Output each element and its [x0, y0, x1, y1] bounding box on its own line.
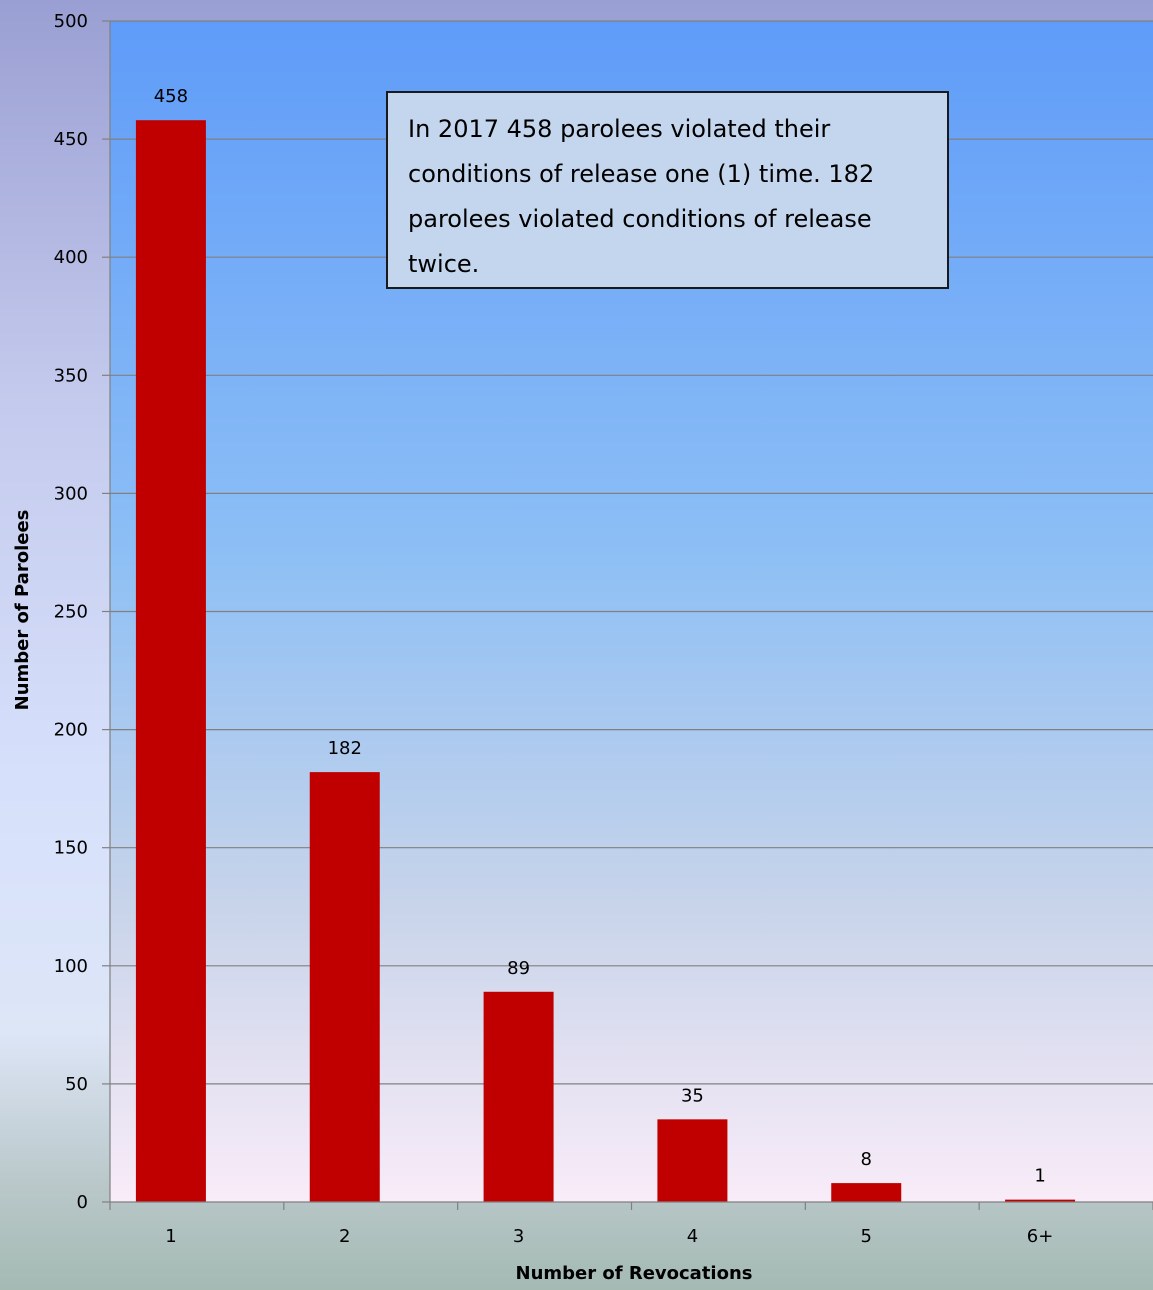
- data-label-2: 182: [328, 738, 362, 759]
- y-tick-label: 150: [54, 838, 88, 859]
- data-label-6+: 1: [1034, 1166, 1045, 1187]
- x-axis-title: Number of Revocations: [516, 1263, 753, 1284]
- annotation-box: In 2017 458 parolees violated their cond…: [386, 91, 949, 289]
- y-tick-label: 400: [54, 247, 88, 268]
- data-label-1: 458: [154, 86, 188, 107]
- bar-6+: [1005, 1199, 1076, 1202]
- y-tick-label: 250: [54, 602, 88, 623]
- data-label-3: 89: [507, 958, 530, 979]
- bar-4: [657, 1119, 728, 1202]
- y-tick-label: 0: [77, 1192, 88, 1213]
- x-tick-label-1: 1: [165, 1226, 176, 1247]
- y-tick-label: 50: [65, 1074, 88, 1095]
- bar-2: [309, 772, 380, 1202]
- bars: 458 182 89 35 8 1: [135, 86, 1076, 1203]
- y-tick-label: 300: [54, 483, 88, 504]
- bar-5: [831, 1183, 902, 1202]
- y-tick-label: 450: [54, 129, 88, 150]
- x-tick-label-5: 5: [861, 1226, 872, 1247]
- bar-1: [135, 120, 206, 1203]
- y-axis-title: Number of Parolees: [12, 510, 33, 711]
- x-tick-label-2: 2: [339, 1226, 350, 1247]
- x-tick-label-6+: 6+: [1027, 1226, 1054, 1247]
- data-label-5: 8: [861, 1149, 872, 1170]
- y-tick-label: 100: [54, 956, 88, 977]
- data-label-4: 35: [681, 1085, 704, 1106]
- x-tick-label-3: 3: [513, 1226, 524, 1247]
- axes: 0 50 100 150 200 250 300 350 400 450 500 1 2 3 4 5 6+: [54, 11, 1153, 1247]
- y-tick-label: 350: [54, 365, 88, 386]
- gridlines: [110, 20, 1153, 1085]
- x-tick-label-4: 4: [687, 1226, 698, 1247]
- y-tick-label: 200: [54, 720, 88, 741]
- y-tick-label: 500: [54, 11, 88, 32]
- bar-3: [483, 991, 554, 1202]
